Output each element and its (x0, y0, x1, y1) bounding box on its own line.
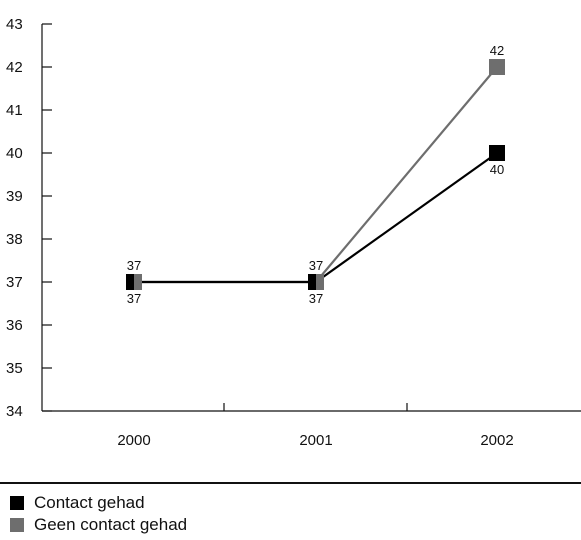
legend-label: Contact gehad (34, 493, 145, 512)
data-label-geen-contact-gehad: 37 (127, 258, 141, 273)
data-label-geen-contact-gehad: 37 (309, 258, 323, 273)
series-lines (134, 66, 498, 284)
marker-contact-gehad (489, 145, 505, 161)
marker-contact-gehad (126, 274, 134, 290)
legend-item-contact-gehad: Contact gehad (10, 492, 187, 514)
x-tick-label: 2002 (480, 432, 513, 449)
series-line-geen-contact-gehad (134, 66, 498, 284)
y-tick-label: 40 (6, 145, 23, 162)
legend-divider (0, 482, 581, 484)
data-label-contact-gehad: 37 (309, 291, 323, 306)
y-tick-label: 37 (6, 274, 23, 291)
y-tick-label: 43 (6, 16, 23, 33)
data-labels: 37 37 40 37 37 42 (127, 43, 504, 306)
marker-geen-contact-gehad (134, 274, 142, 290)
y-tick-label: 35 (6, 360, 23, 377)
chart-axes: 34 35 36 37 38 39 40 41 42 43 2000 2001 2002 (6, 16, 581, 449)
data-label-contact-gehad: 40 (490, 162, 504, 177)
x-tick-label: 2001 (299, 432, 332, 449)
legend: Contact gehad Geen contact gehad (10, 492, 187, 536)
series-markers (126, 59, 505, 290)
y-tick-label: 41 (6, 102, 23, 119)
y-tick-label: 42 (6, 59, 23, 76)
marker-geen-contact-gehad (489, 59, 505, 75)
marker-contact-gehad (308, 274, 316, 290)
data-label-contact-gehad: 37 (127, 291, 141, 306)
legend-item-geen-contact-gehad: Geen contact gehad (10, 514, 187, 536)
y-tick-label: 38 (6, 231, 23, 248)
x-tick-label: 2000 (117, 432, 150, 449)
y-tick-label: 34 (6, 403, 23, 420)
y-tick-label: 36 (6, 317, 23, 334)
marker-geen-contact-gehad (316, 274, 324, 290)
legend-swatch-contact-gehad (10, 496, 24, 510)
legend-swatch-geen-contact-gehad (10, 518, 24, 532)
legend-label: Geen contact gehad (34, 515, 188, 534)
y-tick-label: 39 (6, 188, 23, 205)
data-label-geen-contact-gehad: 42 (490, 43, 504, 58)
